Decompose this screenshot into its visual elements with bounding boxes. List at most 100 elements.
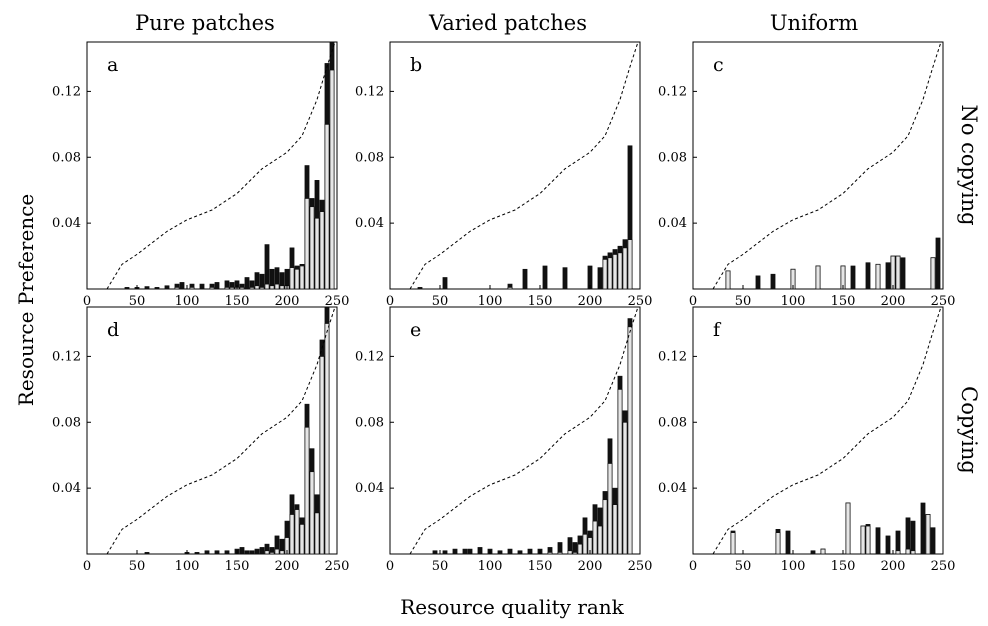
bar-light-portion [930,257,936,290]
bar-light-portion [617,252,623,290]
x-tick-label: 250 [931,559,956,574]
bar-light-portion [890,255,896,290]
bar-light-portion [269,551,275,555]
reference-curve [712,41,942,290]
x-tick-label: 200 [578,294,603,309]
y-tick-label: 0.08 [52,150,81,165]
bar-total [935,237,941,290]
x-tick-label: 250 [931,294,956,309]
y-tick-label: 0.08 [355,150,384,165]
bar-light-portion [294,268,300,290]
bar-total [477,547,483,555]
panel-d: 0 50 100 150 200 250 0.04 0.08 0.12 d [52,306,349,574]
y-tick-label: 0.12 [52,349,81,364]
bar-light-portion [289,267,295,290]
x-tick-label: 150 [528,559,553,574]
bar-light-portion [607,463,613,555]
x-tick-label: 200 [275,559,300,574]
bar-total [467,548,473,555]
bar-light-portion [895,255,901,290]
bar-total [497,550,503,555]
bar-light-portion [224,286,230,290]
bar-light-portion [304,198,310,290]
bar-total [194,552,200,555]
reference-curve [409,41,639,290]
column-title-uniform: Uniform [770,11,858,35]
bar-total [920,502,926,555]
bar-light-portion [229,286,235,290]
y-tick-label: 0.08 [355,415,384,430]
x-tick-label: 50 [432,294,449,309]
bar-light-portion [925,514,931,555]
bar-total [244,277,250,290]
bar-light-portion [602,258,608,290]
bar-total [249,550,255,555]
bar-total [522,268,528,290]
bar-total [244,550,250,555]
bar-light-portion [612,254,618,290]
bar-light-portion [910,550,916,555]
panel-letter: a [107,54,118,76]
bar-light-portion [319,355,325,555]
y-tick-label: 0.08 [658,415,687,430]
bar-total [597,267,603,290]
bar-total [239,547,245,555]
panel-f: 0 50 100 150 200 250 0.04 0.08 0.12 f [658,306,956,574]
bar-total [850,265,856,290]
bar-light-portion [279,285,285,290]
x-tick-label: 200 [275,294,300,309]
bar-total [810,550,816,555]
panel-letter: b [410,54,422,76]
bar-light-portion [820,548,826,555]
panel-frame [692,306,944,555]
bar-total [259,273,265,290]
bar-light-portion [815,265,821,290]
x-tick-label: 100 [781,294,806,309]
bar-light-portion [189,286,195,290]
bar-light-portion [174,286,180,290]
bar-total [214,550,220,555]
bar-total [144,286,150,290]
x-tick-label: 250 [628,559,653,574]
bar-total [462,548,468,555]
bar-light-portion [572,551,578,555]
x-tick-label: 0 [689,294,697,309]
bar-light-portion [319,211,325,290]
x-tick-label: 100 [175,294,200,309]
bar-light-portion [865,525,871,555]
bar-light-portion [259,286,265,290]
bar-light-portion [299,523,305,555]
bar-light-portion [249,286,255,290]
bar-light-portion [274,283,280,290]
bar-light-portion [274,548,280,555]
x-tick-label: 200 [578,559,603,574]
x-tick-label: 150 [831,559,856,574]
panel-frame [86,306,338,555]
bar-light-portion [602,499,608,555]
column-title-pure-patches: Pure patches [135,11,275,35]
bar-light-portion [507,286,513,290]
bar-total [785,530,791,555]
panel-letter: d [107,319,119,341]
y-tick-label: 0.04 [52,216,81,231]
bar-total [900,257,906,290]
x-tick-label: 50 [129,559,146,574]
y-tick-label: 0.12 [355,84,384,99]
bar-light-portion [209,286,215,290]
bar-light-portion [309,206,315,290]
bar-light-portion [627,239,633,290]
bar-light-portion [730,532,736,555]
reference-curve [106,306,336,555]
bar-total [442,277,448,290]
x-tick-label: 100 [478,559,503,574]
x-tick-label: 50 [432,559,449,574]
bar-total [214,282,220,290]
x-tick-label: 50 [735,559,752,574]
x-tick-label: 100 [175,559,200,574]
x-tick-label: 100 [781,559,806,574]
bar-light-portion [324,323,330,555]
bar-light-portion [264,550,270,555]
bar-light-portion [309,471,315,555]
reference-curve [106,41,336,290]
x-tick-label: 0 [689,559,697,574]
